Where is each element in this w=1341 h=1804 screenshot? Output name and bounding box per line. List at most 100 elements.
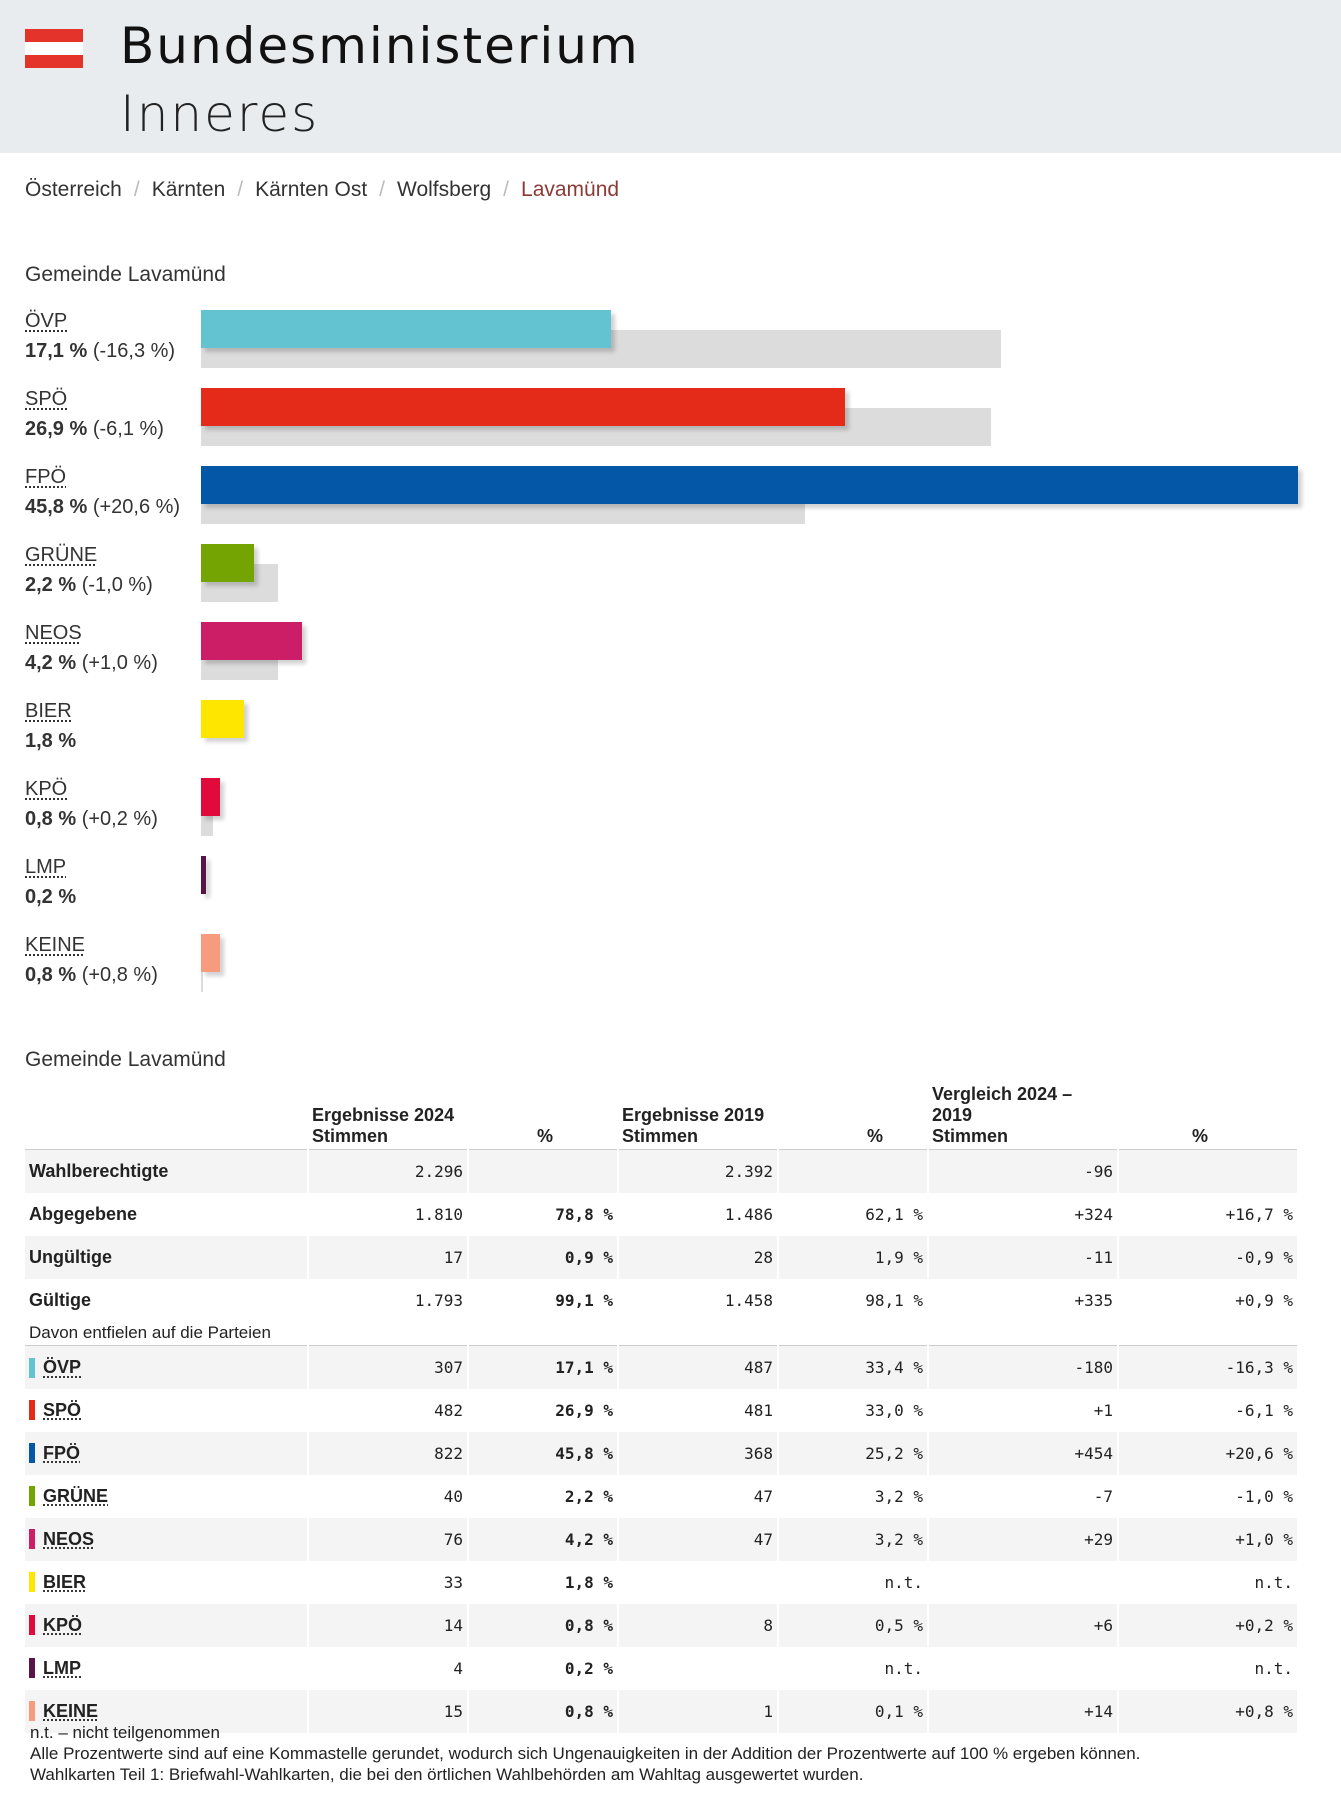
party-value-label: 0,8 % (+0,8 %) <box>25 964 158 987</box>
party-name-link[interactable]: SPÖ <box>43 1399 82 1420</box>
party-value-label: 26,9 % (-6,1 %) <box>25 418 164 441</box>
austria-flag-logo[interactable] <box>25 29 83 68</box>
party-cell: KEINE <box>25 1689 309 1733</box>
bar-2024[interactable] <box>201 622 302 660</box>
site-title-line1[interactable]: Bundesministerium <box>120 17 640 75</box>
pct-2024: 26,9 % <box>468 1388 619 1432</box>
header-cmp-stimmen: Vergleich 2024 – 2019 Stimmen <box>928 1080 1118 1150</box>
votes-2024: 33 <box>308 1560 469 1604</box>
footnote-wahlkarten: Wahlkarten Teil 1: Briefwahl-Wahlkarten,… <box>30 1765 864 1784</box>
footnote-rounding: Alle Prozentwerte sind auf eine Kommaste… <box>30 1744 1141 1763</box>
party-value-label: 1,8 % <box>25 730 76 753</box>
party-name-label[interactable]: KPÖ <box>25 778 68 800</box>
pct-2019: n.t. <box>778 1646 929 1690</box>
votes-diff: +454 <box>928 1431 1119 1475</box>
votes-2024: 14 <box>308 1603 469 1647</box>
votes-2019: 47 <box>618 1517 779 1561</box>
breadcrumb-oesterreich[interactable]: Österreich <box>25 178 122 201</box>
votes-2024: 482 <box>308 1388 469 1432</box>
pct-diff: -16,3 % <box>1118 1345 1299 1389</box>
header-cmp-pct: % <box>1118 1080 1298 1150</box>
bar-2024[interactable] <box>201 856 206 894</box>
footnotes: n.t. – nicht teilgenommen Alle Prozentwe… <box>30 1722 1140 1785</box>
pct-diff: n.t. <box>1118 1646 1299 1690</box>
bar-2024[interactable] <box>201 934 221 972</box>
party-cell: SPÖ <box>25 1388 309 1432</box>
party-color-swatch <box>29 1615 35 1636</box>
pct-2024: 45,8 % <box>468 1431 619 1475</box>
party-name-label[interactable]: BIER <box>25 700 72 722</box>
party-name-label[interactable]: KEINE <box>25 934 86 956</box>
votes-2019: 1.458 <box>618 1278 779 1322</box>
party-row: LMP 4 0,2 % n.t. n.t. <box>25 1646 1299 1690</box>
votes-2024: 307 <box>308 1345 469 1389</box>
votes-2019: 487 <box>618 1345 779 1389</box>
party-name-link[interactable]: KPÖ <box>43 1614 83 1635</box>
change-label: (-1,0 %) <box>76 574 153 596</box>
header-2019-stimmen: Ergebnisse 2019 Stimmen <box>618 1080 778 1150</box>
votes-2019: 47 <box>618 1474 779 1518</box>
row-label: Wahlberechtigte <box>25 1149 309 1193</box>
party-row: GRÜNE 40 2,2 % 47 3,2 % -7 -1,0 % <box>25 1474 1299 1518</box>
party-row: SPÖ 482 26,9 % 481 33,0 % +1 -6,1 % <box>25 1388 1299 1432</box>
header-2019-pct: % <box>778 1080 928 1150</box>
party-color-swatch <box>29 1400 35 1421</box>
pct-diff: -0,9 % <box>1118 1235 1299 1279</box>
party-color-swatch <box>29 1486 35 1507</box>
party-row: NEOS 76 4,2 % 47 3,2 % +29 +1,0 % <box>25 1517 1299 1561</box>
party-cell: GRÜNE <box>25 1474 309 1518</box>
pct-2024: 0,2 % <box>468 1646 619 1690</box>
bar-2019 <box>201 798 213 836</box>
pct-2019: 98,1 % <box>778 1278 929 1322</box>
votes-2019 <box>618 1560 779 1604</box>
party-name-label[interactable]: SPÖ <box>25 388 68 410</box>
pct-2024: 0,9 % <box>468 1235 619 1279</box>
party-name-link[interactable]: GRÜNE <box>43 1485 109 1506</box>
pct-diff: -1,0 % <box>1118 1474 1299 1518</box>
breadcrumb-wolfsberg[interactable]: Wolfsberg <box>397 178 492 201</box>
value-label: 2,2 % <box>25 574 77 596</box>
party-name-link[interactable]: KEINE <box>43 1700 99 1721</box>
row-label: Abgegebene <box>25 1192 309 1236</box>
bar-row: GRÜNE 2,2 % (-1,0 %) <box>0 544 1341 622</box>
votes-2019 <box>618 1646 779 1690</box>
party-name-link[interactable]: BIER <box>43 1571 87 1592</box>
party-cell: FPÖ <box>25 1431 309 1475</box>
bar-2024[interactable] <box>201 700 245 738</box>
bar-2024[interactable] <box>201 388 846 426</box>
value-label: 0,2 % <box>25 886 77 908</box>
value-label: 0,8 % <box>25 964 77 986</box>
pct-2024: 78,8 % <box>468 1192 619 1236</box>
pct-2019: 0,1 % <box>778 1689 929 1733</box>
votes-2019: 368 <box>618 1431 779 1475</box>
bar-2024[interactable] <box>201 310 611 348</box>
pct-diff: +20,6 % <box>1118 1431 1299 1475</box>
party-name-link[interactable]: FPÖ <box>43 1442 81 1463</box>
party-name-label[interactable]: LMP <box>25 856 67 878</box>
bar-2024[interactable] <box>201 544 254 582</box>
breadcrumb-separator: / <box>237 178 244 201</box>
party-value-label: 0,8 % (+0,2 %) <box>25 808 158 831</box>
value-label: 0,8 % <box>25 808 77 830</box>
site-title-line2[interactable]: Inneres <box>120 85 320 143</box>
pct-2024 <box>468 1149 619 1193</box>
votes-diff: +324 <box>928 1192 1119 1236</box>
breadcrumb-kaernten[interactable]: Kärnten <box>151 178 226 201</box>
votes-diff: +1 <box>928 1388 1119 1432</box>
bar-2024[interactable] <box>201 466 1298 504</box>
bar-row: NEOS 4,2 % (+1,0 %) <box>0 622 1341 700</box>
bar-2024[interactable] <box>201 778 221 816</box>
party-name-label[interactable]: ÖVP <box>25 310 68 332</box>
pct-2019: 0,5 % <box>778 1603 929 1647</box>
party-name-link[interactable]: ÖVP <box>43 1357 82 1378</box>
party-name-label[interactable]: FPÖ <box>25 466 67 488</box>
party-name-link[interactable]: NEOS <box>43 1528 95 1549</box>
party-value-label: 0,2 % <box>25 886 76 909</box>
party-name-label[interactable]: NEOS <box>25 622 82 644</box>
party-color-swatch <box>29 1443 35 1464</box>
party-name-link[interactable]: LMP <box>43 1657 81 1678</box>
bar-row: FPÖ 45,8 % (+20,6 %) <box>0 466 1341 544</box>
party-name-label[interactable]: GRÜNE <box>25 544 98 566</box>
breadcrumb-kaernten-ost[interactable]: Kärnten Ost <box>255 178 368 201</box>
bar-row: KPÖ 0,8 % (+0,2 %) <box>0 778 1341 856</box>
